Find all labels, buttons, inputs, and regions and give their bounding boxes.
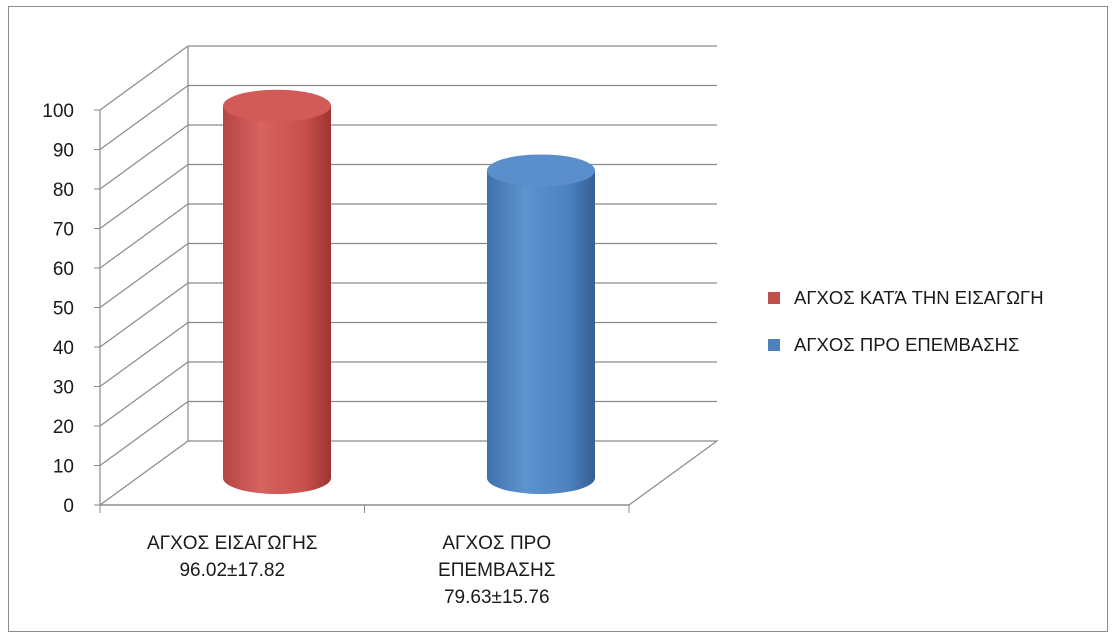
floor [98, 440, 719, 506]
gridline-diagonal [99, 282, 189, 348]
cylinder-bar [223, 105, 331, 494]
cylinder-top [487, 154, 595, 187]
legend-label: ΑΓΧΟΣ ΚΑΤΆ ΤΗΝ ΕΙΣΑΓΩΓΗ [794, 287, 1044, 308]
y-tick-label: 60 [53, 259, 74, 280]
gridlines [99, 45, 717, 466]
legend-swatch [768, 292, 780, 304]
y-tick-label: 50 [53, 299, 74, 320]
bars [223, 89, 595, 495]
gridline-diagonal [99, 203, 189, 269]
gridline-diagonal [99, 243, 189, 308]
y-tick-label: 10 [53, 457, 74, 478]
y-tick-label: 20 [53, 417, 74, 438]
labels: 0 10 20 30 40 50 60 70 80 90 100 ΑΓΧΟΣ ΕΙΣΑΓΩΓΗΣ 96.… [42, 101, 555, 608]
gridline-diagonal [99, 322, 189, 387]
y-tick-label: 40 [53, 338, 74, 359]
cylinder-bar [487, 170, 595, 495]
gridline-diagonal [99, 85, 189, 150]
x-category-label: 79.63±15.76 [444, 587, 550, 608]
legend-item: ΑΓΧΟΣ ΚΑΤΆ ΤΗΝ ΕΙΣΑΓΩΓΗ [768, 286, 1044, 310]
y-tick-label: 80 [53, 180, 74, 201]
cylinder-top [223, 89, 331, 122]
gridline-diagonal [99, 124, 189, 190]
y-tick-label: 100 [42, 101, 74, 122]
legend: ΑΓΧΟΣ ΚΑΤΆ ΤΗΝ ΕΙΣΑΓΩΓΗ ΑΓΧΟΣ ΠΡΟ ΕΠΕΜΒΑ… [768, 286, 1044, 380]
gridline-diagonal [99, 45, 189, 111]
y-tick-label: 70 [53, 220, 74, 241]
x-category-label: 96.02±17.82 [179, 560, 285, 581]
legend-swatch [768, 339, 780, 351]
x-category-label: ΑΓΧΟΣ ΠΡΟ [442, 533, 551, 554]
axes [94, 46, 719, 513]
gridline-diagonal [99, 361, 189, 427]
legend-item: ΑΓΧΟΣ ΠΡΟ ΕΠΕΜΒΑΣΗΣ [768, 333, 1044, 357]
y-tick-label: 90 [53, 141, 74, 162]
gridline-diagonal [99, 401, 189, 466]
gridline-diagonal [99, 164, 189, 229]
x-category-label: ΕΠΕΜΒΑΣΗΣ [438, 560, 555, 581]
y-tick-label: 0 [63, 496, 74, 517]
y-tick-label: 30 [53, 378, 74, 399]
legend-label: ΑΓΧΟΣ ΠΡΟ ΕΠΕΜΒΑΣΗΣ [794, 334, 1020, 355]
x-category-label: ΑΓΧΟΣ ΕΙΣΑΓΩΓΗΣ [147, 533, 318, 554]
